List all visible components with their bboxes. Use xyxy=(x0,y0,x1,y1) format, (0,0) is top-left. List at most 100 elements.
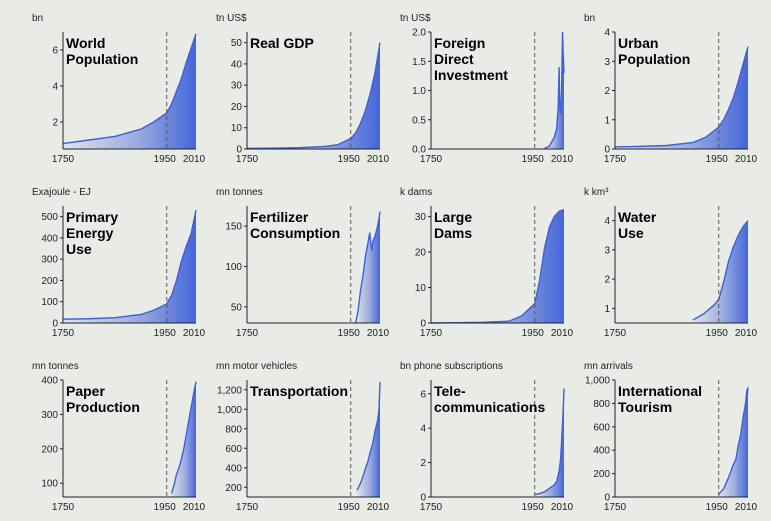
area-fill xyxy=(431,209,564,323)
y-tick-label: 0 xyxy=(604,145,610,156)
unit-label: k dams xyxy=(400,187,432,198)
x-tick-label: 1950 xyxy=(706,328,729,339)
x-tick-label: 1750 xyxy=(604,154,627,165)
y-tick-label: 2 xyxy=(420,458,426,469)
unit-label: mn tonnes xyxy=(216,187,263,198)
y-tick-label: 100 xyxy=(225,262,242,273)
area-fill xyxy=(692,220,748,323)
y-tick-label: 4 xyxy=(52,82,58,93)
panel-title: communications xyxy=(434,399,545,415)
area-fill xyxy=(534,388,564,497)
x-tick-label: 2010 xyxy=(183,328,206,339)
panel-primary-energy-use: Exajoule - EJ 0 100 200 300 400 500 1750 1950 201… xyxy=(32,187,206,339)
panel-real-gdp: tn US$ 0 10 20 30 40 50 1750 1950 2010 Real GDP xyxy=(216,13,390,165)
x-tick-label: 1950 xyxy=(338,328,361,339)
y-tick-label: 150 xyxy=(225,222,242,233)
series-line xyxy=(692,220,749,321)
y-tick-label: 6 xyxy=(52,46,58,57)
unit-label: bn xyxy=(584,13,595,24)
panel-title: Dams xyxy=(434,225,472,241)
x-tick-label: 1750 xyxy=(420,502,443,513)
x-tick-label: 1950 xyxy=(522,502,545,513)
area-fill xyxy=(63,210,196,323)
panel-foreign-direct-investment: tn US$ 0.0 0.5 1.0 1.5 2.0 1750 1950 2010 Foreign… xyxy=(400,13,574,165)
panel-title: Urban xyxy=(618,35,658,51)
x-tick-label: 1950 xyxy=(154,502,177,513)
area-fill xyxy=(615,46,748,149)
x-tick-label: 1750 xyxy=(236,502,259,513)
y-tick-label: 400 xyxy=(593,446,610,457)
panel-title: International xyxy=(618,383,702,399)
y-tick-label: 200 xyxy=(41,444,58,455)
unit-label: mn tonnes xyxy=(32,361,79,372)
x-tick-label: 1950 xyxy=(706,154,729,165)
y-tick-label: 6 xyxy=(420,389,426,400)
x-tick-label: 1750 xyxy=(420,154,443,165)
panel-title: Primary xyxy=(66,209,118,225)
panel-title: Water xyxy=(618,209,657,225)
y-tick-label: 400 xyxy=(41,233,58,244)
y-tick-label: 0 xyxy=(604,493,610,504)
y-tick-label: 3 xyxy=(604,245,610,256)
x-tick-label: 1950 xyxy=(154,154,177,165)
panel-title: Foreign xyxy=(434,35,485,51)
area-fill xyxy=(357,381,380,497)
area-fill xyxy=(718,387,748,497)
unit-label: mn motor vehicles xyxy=(216,361,297,372)
area-fill xyxy=(63,33,196,149)
series-line xyxy=(534,388,565,496)
unit-label: bn xyxy=(32,13,43,24)
x-tick-label: 2010 xyxy=(367,154,390,165)
x-tick-label: 1950 xyxy=(338,502,361,513)
x-tick-label: 2010 xyxy=(551,502,574,513)
x-tick-label: 1750 xyxy=(236,328,259,339)
y-tick-label: 20 xyxy=(415,248,427,259)
y-tick-label: 4 xyxy=(604,28,610,39)
area-fill xyxy=(171,381,196,497)
panel-title: Large xyxy=(434,209,472,225)
x-tick-label: 1750 xyxy=(604,328,627,339)
unit-label: Exajoule - EJ xyxy=(32,187,91,198)
series-line xyxy=(246,42,381,150)
x-tick-label: 2010 xyxy=(735,154,758,165)
x-tick-label: 1750 xyxy=(604,502,627,513)
x-tick-label: 1950 xyxy=(154,328,177,339)
y-tick-label: 30 xyxy=(415,212,427,223)
y-tick-label: 300 xyxy=(41,255,58,266)
y-tick-label: 2.0 xyxy=(412,28,426,39)
x-tick-label: 1750 xyxy=(420,328,443,339)
series-line xyxy=(62,210,197,320)
y-tick-label: 200 xyxy=(225,483,242,494)
y-tick-label: 0 xyxy=(420,493,426,504)
x-tick-label: 2010 xyxy=(367,328,390,339)
panel-title: Direct xyxy=(434,51,474,67)
y-tick-label: 2 xyxy=(604,86,610,97)
y-tick-label: 600 xyxy=(225,444,242,455)
series-line xyxy=(356,381,381,491)
panel-title: Investment xyxy=(434,67,508,83)
y-tick-label: 1,000 xyxy=(217,405,242,416)
x-tick-label: 2010 xyxy=(551,154,574,165)
panel-title: Population xyxy=(66,51,138,67)
x-tick-label: 1950 xyxy=(706,502,729,513)
x-tick-label: 2010 xyxy=(551,328,574,339)
panel-title: Consumption xyxy=(250,225,340,241)
y-tick-label: 10 xyxy=(415,283,427,294)
x-tick-label: 1750 xyxy=(52,328,75,339)
panel-paper-production: mn tonnes 100 200 300 400 1750 1950 2010 PaperPr… xyxy=(32,361,206,513)
panel-title: Fertilizer xyxy=(250,209,309,225)
series-line xyxy=(614,46,749,148)
panel-title: Transportation xyxy=(250,383,348,399)
panel-fertilizer-consumption: mn tonnes 50 100 150 1750 1950 2010 FertilizerC… xyxy=(216,187,390,339)
series-line xyxy=(170,381,197,494)
y-tick-label: 2 xyxy=(604,275,610,286)
y-tick-label: 0 xyxy=(236,145,242,156)
x-tick-label: 2010 xyxy=(183,154,206,165)
y-tick-label: 100 xyxy=(41,297,58,308)
series-line xyxy=(718,386,749,495)
